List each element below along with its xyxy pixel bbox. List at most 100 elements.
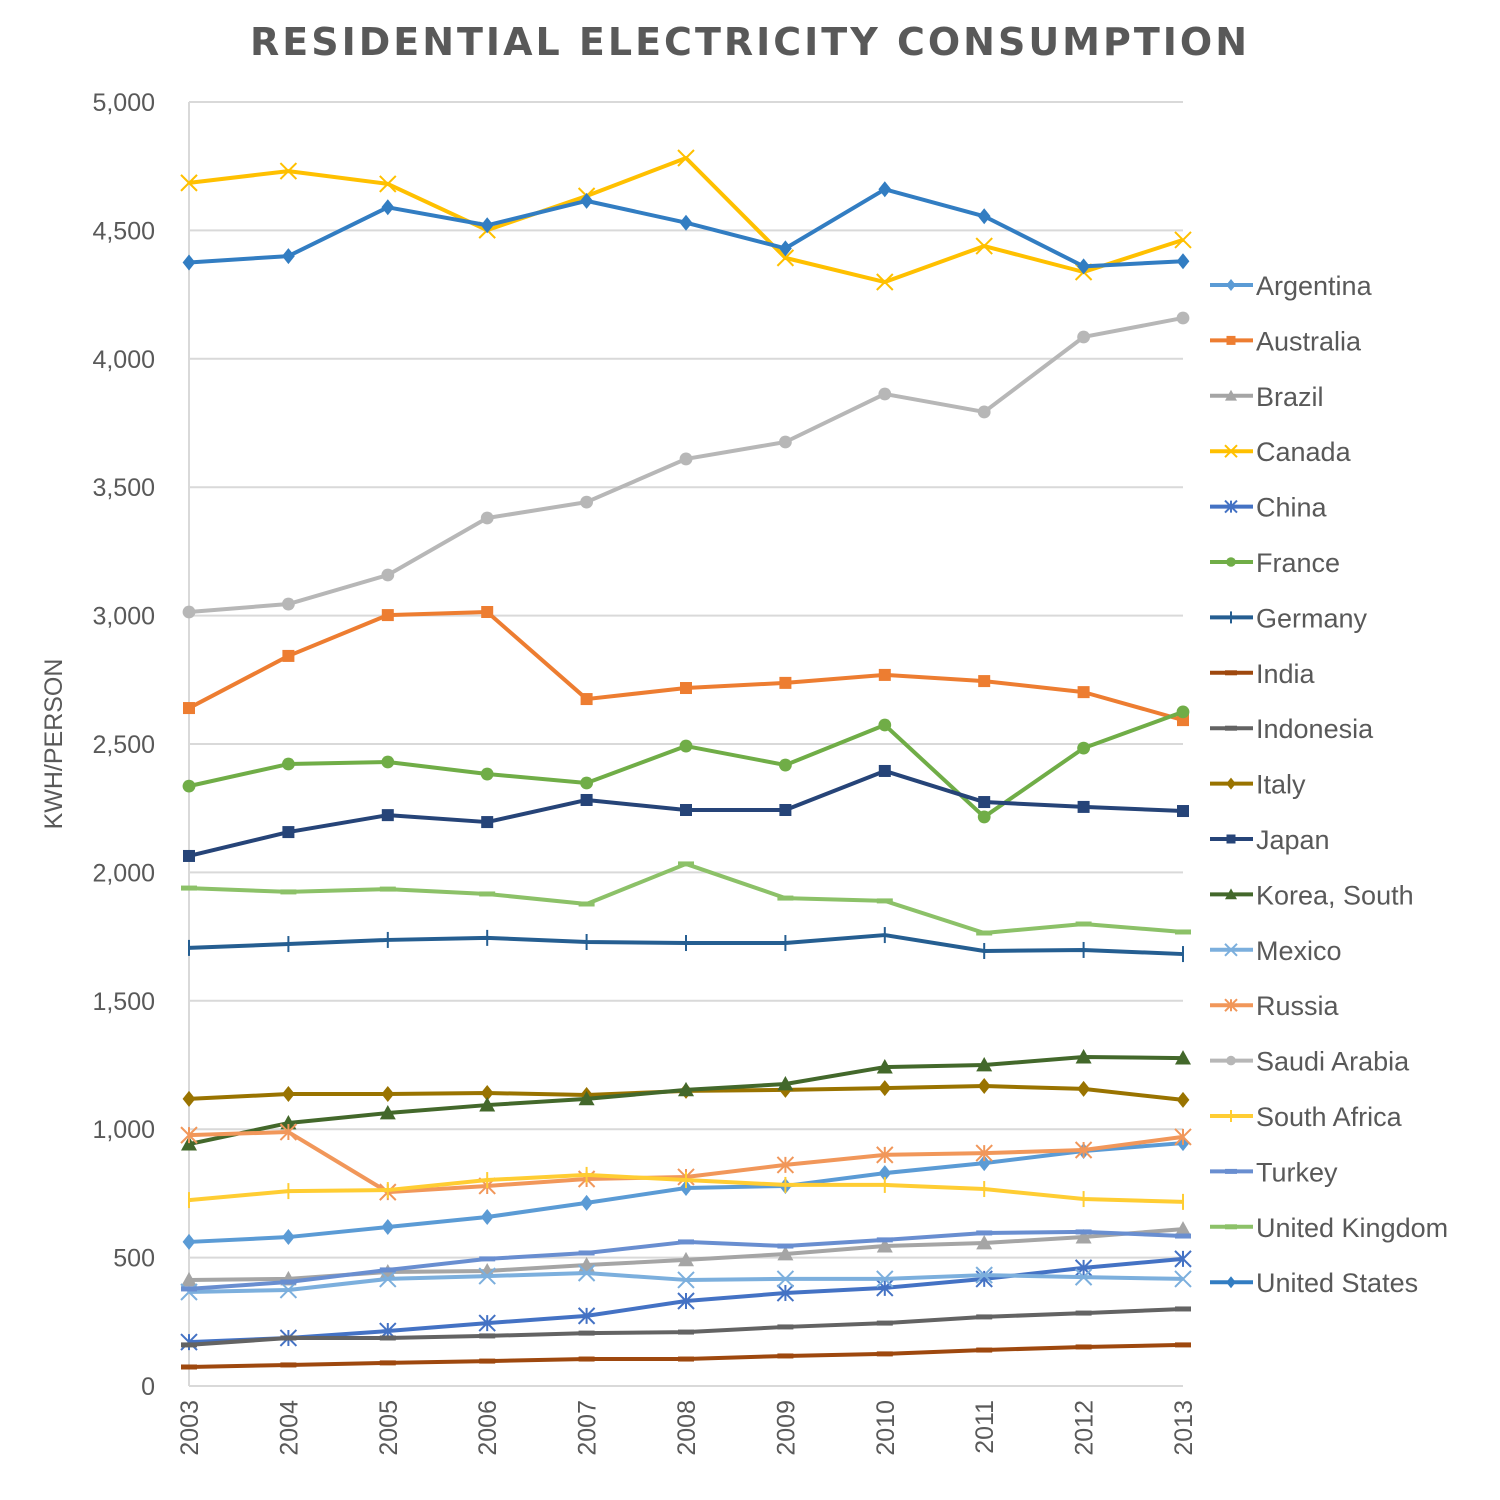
data-point	[1077, 258, 1090, 275]
data-point	[678, 1081, 694, 1097]
data-point	[1075, 1049, 1092, 1064]
series-france	[182, 705, 1190, 824]
series-india	[181, 1342, 1191, 1370]
data-point	[1074, 1259, 1093, 1277]
data-point	[282, 248, 295, 265]
data-point	[379, 1105, 396, 1120]
data-point	[1075, 1310, 1092, 1316]
data-point	[1226, 335, 1236, 345]
data-point	[678, 1356, 694, 1362]
legend-item[interactable]: Korea, South	[1210, 880, 1414, 910]
data-point	[779, 758, 792, 772]
legend-item[interactable]: Canada	[1210, 437, 1352, 467]
data-point	[1224, 499, 1238, 514]
legend-item[interactable]: Italy	[1210, 770, 1306, 800]
data-point	[181, 1364, 197, 1370]
legend-item[interactable]: Saudi Arabia	[1210, 1047, 1410, 1077]
data-point	[379, 175, 397, 193]
legend-label: Japan	[1256, 825, 1330, 855]
data-point	[1226, 834, 1236, 844]
x-tick-label: 2003	[176, 1400, 204, 1456]
legend-item[interactable]: Turkey	[1210, 1157, 1338, 1187]
data-point	[878, 1165, 892, 1182]
series-line	[188, 1342, 1184, 1369]
data-point	[379, 1270, 397, 1288]
data-point	[1224, 998, 1238, 1012]
legend-item[interactable]: Brazil	[1210, 382, 1324, 412]
data-point	[379, 1267, 396, 1273]
data-point	[282, 1086, 295, 1103]
x-tick-label: 2012	[1071, 1400, 1099, 1456]
data-point	[779, 676, 792, 689]
data-point	[876, 1146, 894, 1164]
y-tick-label: 2,500	[92, 731, 155, 759]
data-point	[1226, 1276, 1236, 1289]
data-point	[878, 718, 892, 732]
data-point	[182, 254, 196, 271]
legend-item[interactable]: China	[1210, 493, 1328, 523]
series-indonesia	[181, 1306, 1191, 1348]
legend-item[interactable]: France	[1210, 548, 1340, 578]
data-point	[677, 1271, 695, 1289]
chart-title: RESIDENTIAL ELECTRICITY CONSUMPTION	[250, 20, 1250, 64]
data-point	[180, 174, 198, 192]
data-point	[1225, 670, 1237, 676]
legend-item[interactable]: Russia	[1210, 991, 1340, 1021]
data-point	[777, 1324, 794, 1330]
data-point	[779, 240, 792, 257]
data-point	[1175, 1306, 1191, 1312]
data-point	[580, 495, 593, 509]
data-point	[876, 273, 894, 291]
data-point	[1225, 888, 1237, 900]
data-point	[776, 1270, 795, 1288]
data-point	[1226, 279, 1236, 291]
legend-item[interactable]: Mexico	[1210, 936, 1342, 966]
data-point	[677, 1292, 695, 1310]
data-point	[480, 217, 494, 234]
series-south-africa	[188, 1166, 1184, 1210]
y-tick-label: 500	[113, 1245, 155, 1273]
data-point	[183, 702, 195, 715]
data-point	[777, 895, 794, 901]
data-point	[876, 1279, 894, 1297]
data-point	[876, 1320, 893, 1326]
legend-item[interactable]: United States	[1210, 1268, 1418, 1298]
data-point	[379, 1335, 396, 1341]
data-point	[1174, 1270, 1192, 1288]
data-point	[977, 208, 991, 225]
data-point	[977, 810, 991, 824]
legend-label: Turkey	[1256, 1157, 1338, 1187]
data-point	[678, 1251, 694, 1267]
data-point	[1077, 686, 1090, 699]
data-point	[1175, 1050, 1191, 1065]
legend-label: China	[1256, 493, 1328, 523]
legend-item[interactable]: South Africa	[1210, 1102, 1403, 1132]
legend-item[interactable]: Germany	[1210, 603, 1368, 633]
data-point	[181, 885, 197, 891]
y-tick-label: 2,000	[92, 859, 155, 887]
data-point	[479, 1262, 496, 1278]
legend-item[interactable]: Japan	[1210, 825, 1330, 855]
data-point	[580, 693, 593, 706]
data-point	[280, 1115, 297, 1130]
series-line	[188, 710, 1184, 819]
data-point	[777, 1076, 794, 1091]
data-point	[478, 1267, 496, 1285]
legend-item[interactable]: Indonesia	[1210, 714, 1374, 744]
legend-item[interactable]: India	[1210, 659, 1316, 689]
data-point	[381, 199, 395, 216]
y-tick-label: 4,500	[92, 217, 155, 245]
series-line	[188, 610, 1184, 723]
legend-item[interactable]: Argentina	[1210, 271, 1373, 301]
data-point	[182, 605, 196, 619]
legend-label: Argentina	[1256, 271, 1373, 301]
y-tick-label: 4,000	[92, 346, 155, 374]
legend-item[interactable]: United Kingdom	[1210, 1213, 1448, 1243]
data-point	[1174, 1128, 1192, 1146]
legend: Argentina Australia Brazil Canada China Franc…	[1210, 271, 1448, 1298]
data-point	[381, 568, 395, 582]
legend-item[interactable]: Australia	[1210, 326, 1362, 356]
data-point	[678, 861, 694, 867]
data-point	[481, 606, 494, 619]
data-point	[381, 609, 394, 622]
